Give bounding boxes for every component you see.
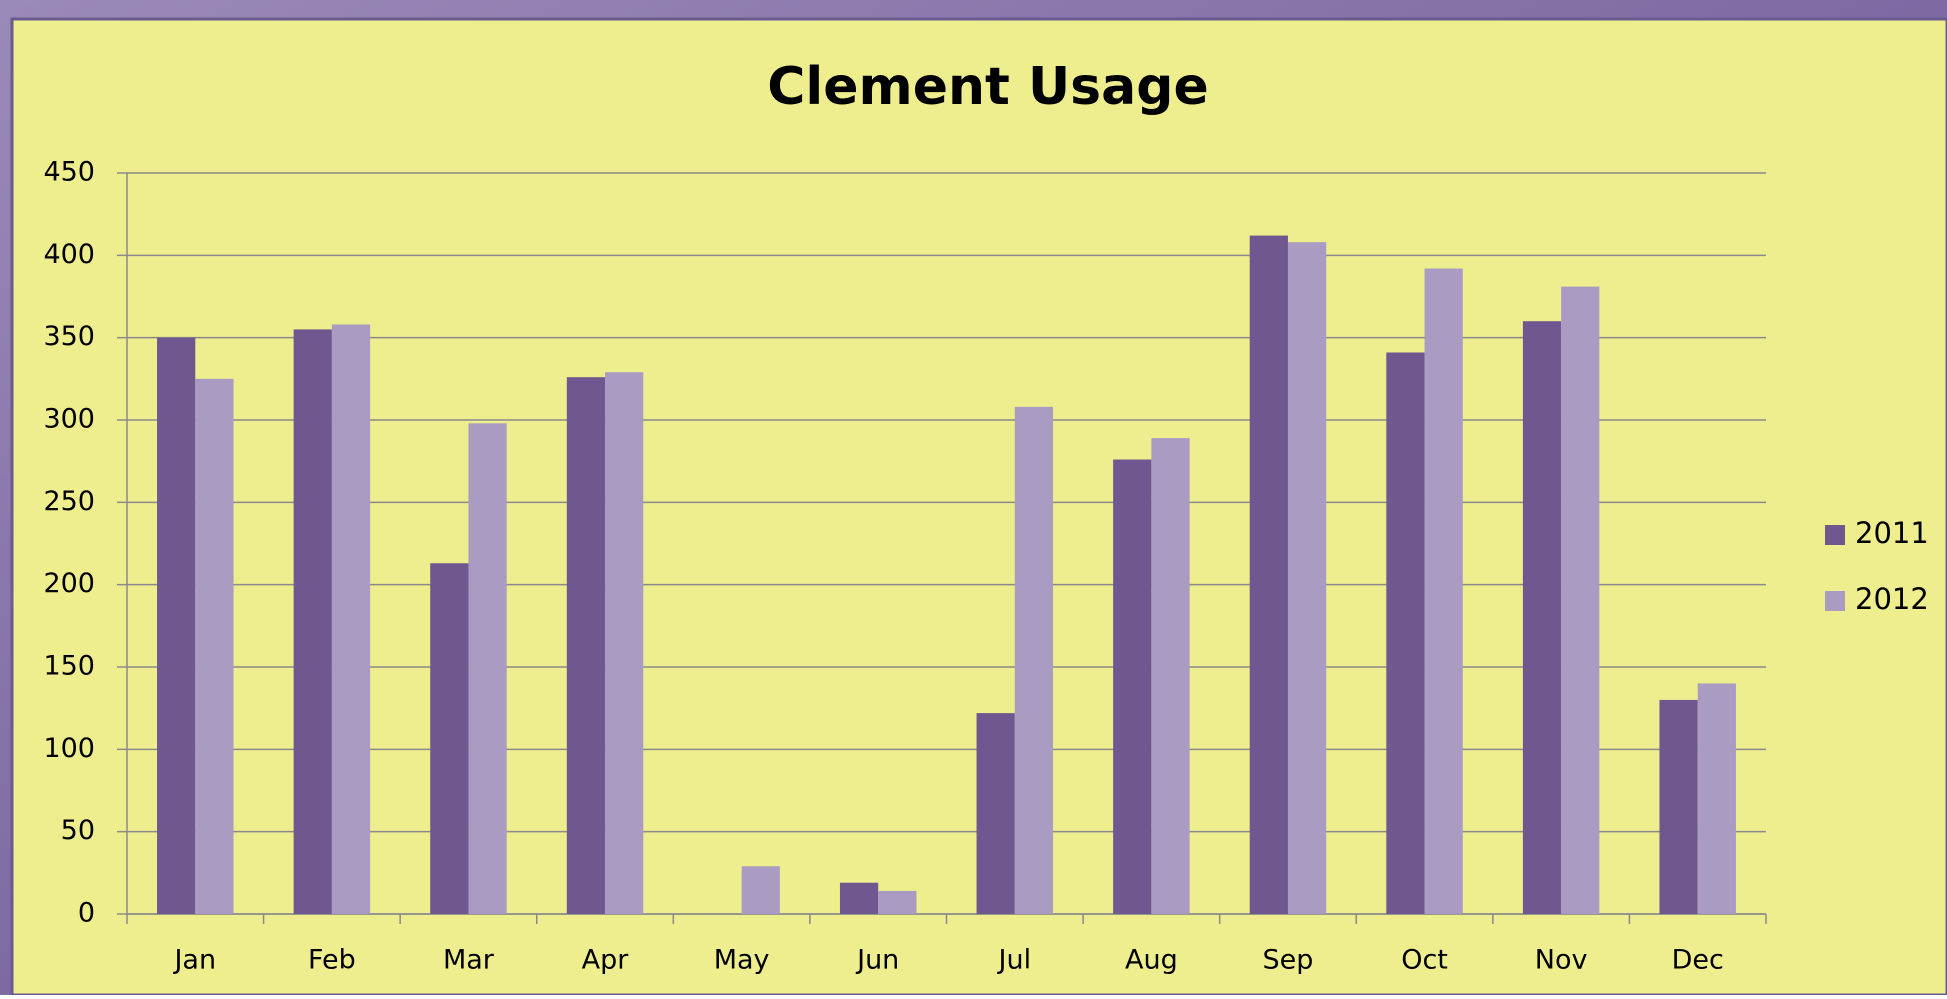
bar [1697, 683, 1736, 914]
legend-label: 2011 [1855, 516, 1929, 550]
bar [468, 423, 507, 914]
legend-swatch [1825, 591, 1845, 611]
y-tick-label: 50 [61, 815, 95, 846]
y-tick-label: 100 [43, 733, 95, 764]
x-tick-label: Feb [308, 945, 356, 976]
bar [157, 337, 196, 915]
x-tick-label: Oct [1401, 945, 1448, 976]
y-tick-label: 200 [43, 568, 95, 599]
x-tick-label: Jan [172, 945, 216, 976]
bar [839, 882, 879, 914]
bar [976, 713, 1015, 914]
bar [1522, 321, 1562, 914]
bar [1249, 235, 1288, 914]
y-tick-label: 150 [43, 651, 95, 682]
legend-label: 2012 [1855, 582, 1929, 616]
y-tick-label: 0 [78, 898, 95, 929]
y-tick-label: 400 [43, 239, 95, 270]
bar [1561, 286, 1600, 914]
bar [430, 563, 469, 914]
x-tick-label: Dec [1672, 945, 1724, 976]
x-tick-label: Mar [443, 945, 495, 976]
x-tick-label: Jun [855, 945, 899, 976]
x-tick-label: Apr [582, 945, 630, 976]
x-tick-label: Jul [997, 945, 1032, 976]
bar [878, 890, 917, 914]
x-tick-label: Sep [1263, 945, 1314, 976]
y-tick-label: 300 [43, 404, 95, 435]
bar [195, 378, 234, 914]
bar [1424, 268, 1463, 914]
bar [1386, 352, 1425, 914]
bar [566, 377, 606, 915]
chart-title: Clement Usage [767, 57, 1208, 117]
x-tick-label: Nov [1535, 945, 1588, 976]
x-tick-label: May [714, 945, 770, 976]
bar [1659, 699, 1698, 914]
y-tick-label: 350 [43, 321, 95, 352]
x-tick-label: Aug [1125, 945, 1178, 976]
bar [293, 329, 332, 914]
bar [741, 866, 780, 914]
y-tick-label: 450 [43, 157, 95, 188]
legend-swatch [1825, 525, 1845, 545]
y-tick-label: 250 [43, 486, 95, 517]
bar [1014, 406, 1054, 914]
bar [1113, 459, 1152, 914]
bar [1151, 438, 1190, 914]
bar [605, 372, 644, 914]
bar [331, 324, 371, 914]
bar [1287, 242, 1327, 914]
